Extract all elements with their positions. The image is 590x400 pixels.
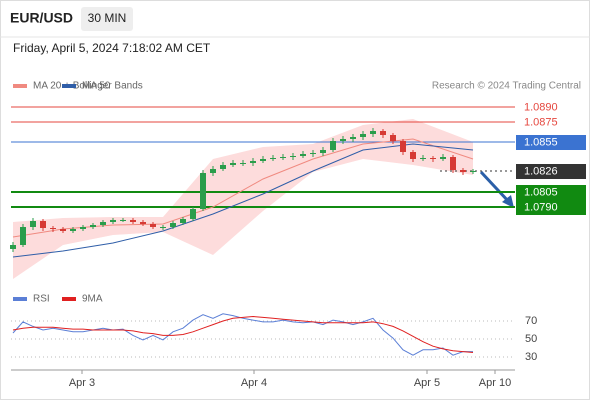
candle-body	[330, 141, 336, 150]
candle-body	[160, 227, 166, 228]
candle-body	[300, 154, 306, 156]
candle-body	[370, 131, 376, 134]
candle-body	[310, 153, 316, 154]
candle-body	[350, 137, 356, 139]
candle-body	[20, 227, 26, 245]
candle-body	[290, 156, 296, 157]
candle-body	[390, 135, 396, 141]
candle-body	[60, 229, 66, 231]
candle-body	[50, 228, 56, 229]
candle-body	[30, 221, 36, 227]
forecast-arrowhead	[502, 195, 514, 208]
indicator-line	[12, 315, 474, 353]
candle-body	[460, 170, 466, 172]
candle-body	[70, 229, 76, 231]
candle-body	[430, 158, 436, 159]
candle-body	[100, 222, 106, 225]
candle-body	[150, 224, 156, 227]
legend-label: 9MA	[82, 294, 103, 305]
candle-body	[250, 161, 256, 163]
x-tick-label: Apr 5	[414, 377, 440, 389]
level-label: 1.0805	[524, 186, 558, 198]
level-box	[516, 185, 586, 200]
candle-body	[210, 169, 216, 173]
candle-body	[270, 158, 276, 159]
forecast-arrow	[479, 170, 511, 204]
level-label: 1.0875	[524, 116, 558, 128]
candle-body	[360, 134, 366, 137]
indicator-line	[12, 313, 473, 356]
candle-body	[120, 220, 126, 221]
candle-body	[10, 245, 16, 249]
candle-body	[450, 157, 456, 170]
x-tick-label: Apr 3	[69, 377, 95, 389]
candle-body	[110, 220, 116, 222]
level-label: 1.0790	[524, 201, 558, 213]
x-tick-label: Apr 10	[479, 377, 511, 389]
candle-body	[130, 220, 136, 222]
candle-body	[140, 222, 146, 224]
y-tick-label: 70	[525, 315, 537, 327]
candle-body	[240, 163, 246, 164]
credit: Research © 2024 Trading Central	[432, 81, 581, 92]
candle-body	[260, 159, 266, 161]
candle-body	[420, 158, 426, 159]
timeframe: 30 MIN	[88, 11, 127, 25]
candle-body	[230, 163, 236, 165]
level-box	[516, 164, 586, 179]
y-tick-label: 50	[525, 333, 537, 345]
candle-body	[190, 209, 196, 219]
level-box	[516, 200, 586, 215]
candle-body	[440, 157, 446, 159]
legend-label: MA 50	[82, 81, 111, 92]
symbol: EUR/USD	[10, 10, 73, 26]
level-label: 1.0855	[524, 136, 558, 148]
timestamp: Friday, April 5, 2024 7:18:02 AM CET	[13, 41, 211, 55]
candle-body	[410, 152, 416, 159]
ma-line	[12, 143, 474, 258]
candle-body	[80, 227, 86, 229]
ma-line	[12, 138, 474, 238]
x-tick-label: Apr 4	[241, 377, 267, 389]
level-label: 1.0890	[524, 101, 558, 113]
candle-body	[470, 171, 476, 172]
bollinger-band	[13, 119, 473, 279]
candle-body	[180, 219, 186, 223]
level-label: 1.0826	[524, 165, 558, 177]
candle-body	[220, 165, 226, 169]
candle-body	[90, 225, 96, 227]
legend-label: MA 20 + Bollinger Bands	[33, 81, 143, 92]
candle-body	[40, 221, 46, 228]
legend-label: RSI	[33, 294, 50, 305]
candle-body	[320, 150, 326, 153]
candle-body	[280, 157, 286, 158]
candle-body	[400, 141, 406, 152]
level-box	[516, 135, 586, 150]
y-tick-label: 30	[525, 351, 537, 363]
timeframe-box	[81, 7, 133, 31]
candle-body	[170, 223, 176, 227]
candle-body	[340, 139, 346, 141]
candle-body	[380, 131, 386, 135]
candle-body	[200, 173, 206, 209]
